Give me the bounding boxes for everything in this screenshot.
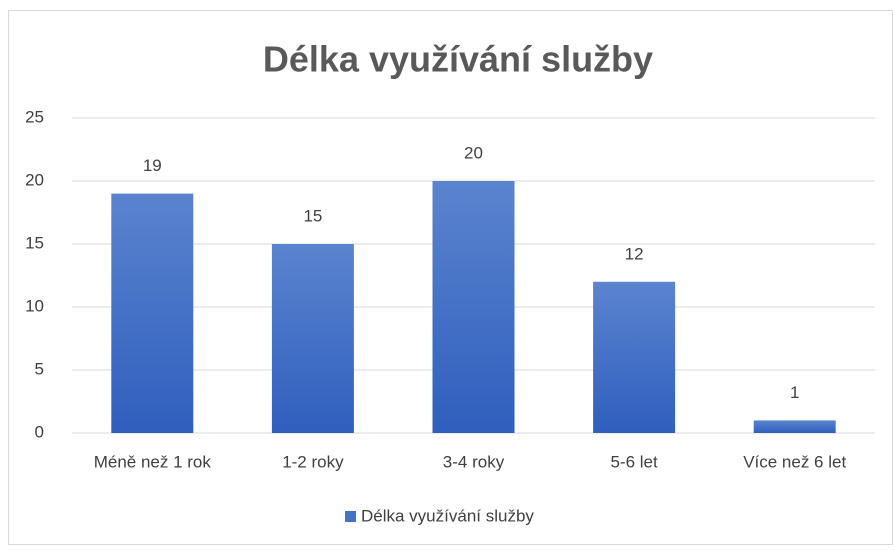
bar	[432, 181, 515, 433]
bar	[111, 193, 194, 433]
x-tick-label: Více než 6 let	[743, 452, 846, 471]
bar	[593, 281, 676, 433]
data-label: 20	[464, 143, 483, 162]
x-tick-label: 3-4 roky	[443, 452, 505, 471]
bar	[271, 244, 354, 433]
y-tick-label: 15	[25, 233, 44, 252]
y-tick-label: 5	[35, 359, 44, 378]
y-tick-label: 20	[25, 170, 44, 189]
x-tick-label: Méně než 1 rok	[94, 452, 212, 471]
bar	[753, 420, 836, 433]
x-tick-label: 1-2 roky	[282, 452, 344, 471]
x-tick-label: 5-6 let	[610, 452, 658, 471]
data-label: 1	[790, 383, 799, 402]
data-label: 12	[625, 244, 644, 263]
y-tick-label: 10	[25, 296, 44, 315]
data-label: 19	[143, 156, 162, 175]
chart-title: Délka využívání služby	[263, 39, 653, 80]
y-tick-label: 25	[25, 107, 44, 126]
legend-swatch	[345, 511, 356, 522]
legend-label: Délka využívání služby	[361, 506, 534, 525]
data-label: 15	[303, 206, 322, 225]
y-tick-label: 0	[35, 422, 44, 441]
